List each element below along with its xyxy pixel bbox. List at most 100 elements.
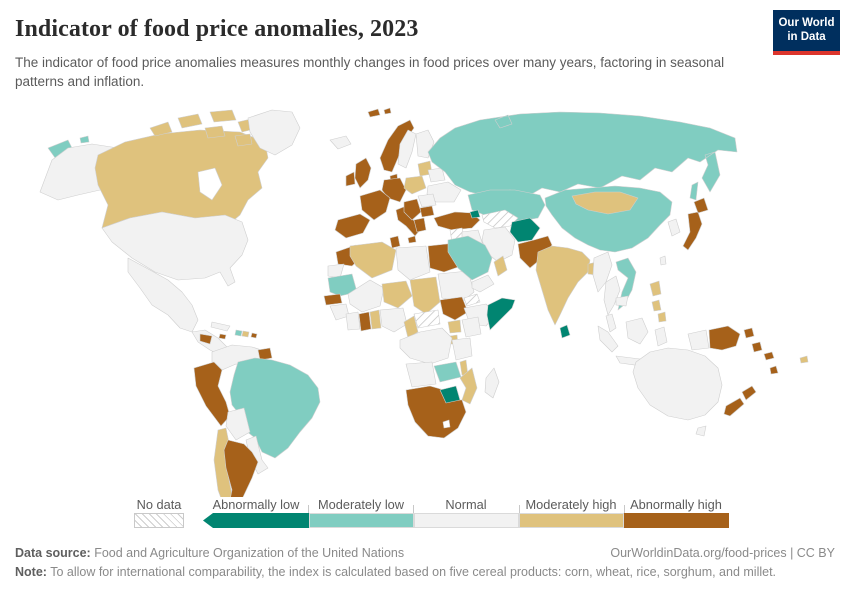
country-solomon-islands[interactable]: [763, 351, 775, 361]
country-somalia[interactable]: [486, 297, 516, 331]
country-france[interactable]: [359, 189, 391, 221]
country-brazil[interactable]: [229, 357, 321, 459]
country-senegal[interactable]: [323, 293, 343, 306]
country-afghanistan[interactable]: [509, 217, 541, 243]
country-turkmenistan-uzbekistan[interactable]: [481, 209, 519, 229]
country-togo-benin[interactable]: [369, 309, 382, 330]
country-papua-new-guinea[interactable]: [708, 325, 763, 353]
legend-swatch-abnormally-high[interactable]: [624, 513, 729, 528]
country-central-europe[interactable]: [381, 177, 407, 203]
country-niger[interactable]: [381, 280, 413, 309]
country-madagascar[interactable]: [484, 367, 500, 399]
country-oman[interactable]: [493, 255, 508, 277]
legend-label-moderately-high: Moderately high: [525, 497, 617, 512]
country-balkans[interactable]: [403, 198, 422, 221]
country-mali[interactable]: [347, 279, 385, 313]
country-dr-congo[interactable]: [399, 327, 453, 365]
country-uganda[interactable]: [447, 319, 462, 334]
legend-swatch-abnormally-low[interactable]: [203, 513, 309, 528]
note-line: Note: To allow for international compara…: [15, 565, 835, 579]
country-dominican-republic[interactable]: [241, 330, 250, 338]
country-greenland[interactable]: [247, 109, 301, 156]
country-zambia[interactable]: [433, 361, 462, 383]
country-south-sudan[interactable]: [439, 296, 469, 321]
country-puerto-rico[interactable]: [250, 332, 258, 339]
country-united-kingdom[interactable]: [354, 157, 372, 189]
chart-subtitle: The indicator of food price anomalies me…: [15, 55, 725, 89]
legend-swatch-no-data[interactable]: [134, 513, 184, 528]
country-ghana[interactable]: [358, 311, 372, 332]
country-ivory-coast[interactable]: [345, 311, 361, 331]
legend-tick: [308, 505, 309, 513]
country-tanzania[interactable]: [451, 337, 473, 361]
country-ukraine[interactable]: [426, 181, 462, 203]
country-peru-ecuador[interactable]: [193, 361, 231, 427]
country-zimbabwe[interactable]: [439, 385, 461, 404]
country-nigeria[interactable]: [379, 307, 408, 333]
country-kenya[interactable]: [461, 316, 482, 338]
country-svalbard[interactable]: [367, 107, 392, 118]
country-india[interactable]: [535, 245, 591, 326]
hudson-bay: [197, 167, 223, 201]
country-saudi-arabia[interactable]: [447, 235, 493, 281]
country-philippines[interactable]: [649, 280, 667, 323]
country-libya[interactable]: [395, 245, 431, 281]
country-eritrea[interactable]: [463, 293, 481, 307]
legend-swatch-normal[interactable]: [414, 513, 519, 528]
country-new-zealand[interactable]: [723, 385, 757, 417]
legend-tick: [624, 505, 625, 513]
world-choropleth-map: [0, 100, 850, 513]
legend-label-normal: Normal: [445, 497, 487, 512]
legend-label-abnormally-low: Abnormally low: [212, 497, 300, 512]
owid-logo[interactable]: Our World in Data: [773, 10, 840, 55]
country-russia[interactable]: [427, 111, 738, 201]
country-fiji[interactable]: [799, 355, 809, 364]
country-cuba[interactable]: [210, 321, 231, 332]
country-haiti[interactable]: [234, 329, 243, 337]
country-korea[interactable]: [667, 218, 681, 237]
country-suriname[interactable]: [257, 347, 273, 361]
country-australia[interactable]: [632, 347, 723, 437]
owid-link[interactable]: OurWorldinData.org/food-prices | CC BY: [610, 546, 835, 560]
country-mozambique[interactable]: [459, 367, 478, 405]
lesotho-cutout: [442, 419, 451, 429]
country-bolivia[interactable]: [225, 407, 251, 441]
country-honduras[interactable]: [199, 333, 213, 345]
country-turkey[interactable]: [433, 211, 481, 231]
country-cameroon[interactable]: [403, 315, 419, 339]
map-legend: No data Abnormally low Moderately low No…: [0, 495, 850, 531]
country-sri-lanka[interactable]: [559, 324, 571, 339]
country-malaysia[interactable]: [605, 313, 617, 333]
country-japan[interactable]: [682, 197, 709, 251]
legend-swatch-moderately-low[interactable]: [309, 513, 414, 528]
owid-logo-line2: in Data: [787, 30, 826, 43]
country-central-african-republic[interactable]: [413, 309, 441, 329]
country-yemen[interactable]: [471, 274, 495, 293]
country-usa[interactable]: [101, 211, 249, 287]
country-greece[interactable]: [413, 217, 427, 233]
country-belarus[interactable]: [427, 167, 446, 183]
country-sweden[interactable]: [397, 129, 417, 169]
legend-swatch-moderately-high[interactable]: [519, 513, 624, 528]
country-azerbaijan[interactable]: [469, 209, 481, 219]
country-iceland[interactable]: [329, 135, 352, 150]
country-angola[interactable]: [405, 361, 437, 388]
country-chad[interactable]: [409, 276, 441, 315]
country-spain-portugal[interactable]: [334, 213, 371, 239]
country-mongolia[interactable]: [571, 191, 639, 215]
country-algeria[interactable]: [349, 241, 397, 279]
owid-logo-line1: Our World: [778, 17, 835, 30]
country-thailand[interactable]: [603, 275, 621, 316]
country-cambodia[interactable]: [615, 295, 629, 307]
country-bulgaria[interactable]: [419, 205, 435, 218]
note-label: Note:: [15, 565, 47, 579]
legend-label-moderately-low: Moderately low: [317, 497, 405, 512]
country-romania[interactable]: [417, 193, 437, 208]
country-vanuatu[interactable]: [769, 365, 779, 375]
country-taiwan[interactable]: [659, 255, 667, 266]
country-tunisia[interactable]: [389, 235, 401, 249]
country-poland[interactable]: [403, 175, 427, 195]
country-iran[interactable]: [481, 226, 516, 263]
country-ireland[interactable]: [345, 171, 356, 187]
country-jamaica[interactable]: [218, 333, 227, 340]
